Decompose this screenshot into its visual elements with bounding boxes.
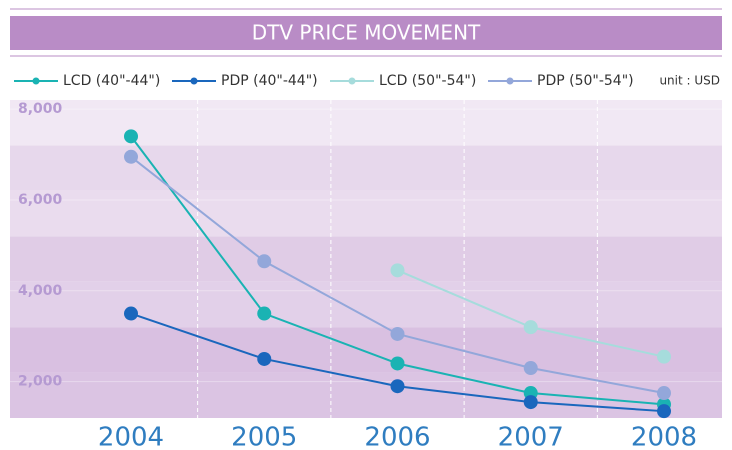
legend-marker [348,77,356,85]
data-point [257,306,272,321]
background-band [10,281,722,328]
data-point [390,379,405,394]
y-tick-label: 8,000 [18,101,63,117]
legend-marker [506,77,514,85]
data-point [523,395,538,410]
x-tick-label: 2007 [498,423,564,450]
legend-label: LCD (40"-44") [63,73,160,89]
data-point [257,254,272,269]
y-tick-label: 2,000 [18,374,63,390]
data-point [657,349,671,364]
chart-title: DTV PRICE MOVEMENT [252,21,481,45]
legend-label: PDP (40"-44") [221,73,318,89]
background-band [10,100,722,146]
x-tick-label: 2006 [364,423,430,450]
legend-label: LCD (50"-54") [379,73,476,89]
data-point [657,404,671,419]
background-band [10,236,722,282]
data-point [257,351,272,366]
y-tick-label: 6,000 [18,192,63,208]
data-point [523,361,538,376]
unit-label: unit : USD [659,74,720,88]
data-point [657,386,671,401]
data-point [124,149,138,164]
data-point [390,326,405,341]
background-band [10,190,722,237]
x-tick-label: 2004 [98,423,164,450]
legend-marker [190,77,198,85]
x-tick-label: 2008 [631,423,697,450]
legend-marker [32,77,40,85]
x-tick-label: 2005 [231,423,297,450]
y-tick-label: 4,000 [18,283,63,299]
data-point [523,320,538,335]
data-point [124,306,138,321]
data-point [390,263,405,278]
title-banner [10,16,722,50]
data-point [390,356,405,371]
background-band [10,145,722,191]
background-band [10,327,722,373]
legend-label: PDP (50"-54") [537,73,634,89]
data-point [124,129,138,144]
